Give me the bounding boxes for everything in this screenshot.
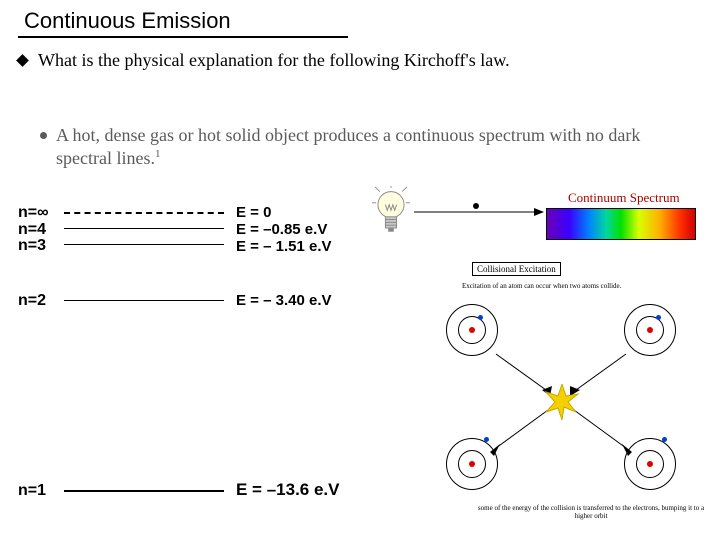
diamond-bullet-icon [16,54,29,67]
question-text: What is the physical explanation for the… [38,50,510,71]
level-n1: n=1 [18,482,46,500]
lightbulb-icon [372,186,410,242]
energy-e4: E = –0.85 e.V [236,221,327,238]
law-body: A hot, dense gas or hot solid object pro… [56,125,640,168]
energy-e0: E = 0 [236,204,271,221]
bulb-to-spectrum-arrow-icon [412,200,544,224]
kirchoff-law-text: A hot, dense gas or hot solid object pro… [56,124,696,169]
level-line-3 [64,244,224,245]
law-bullet-icon [40,132,47,139]
collision-star-icon [544,384,580,420]
level-line-2 [64,300,224,301]
level-line-inf [64,212,224,214]
level-n-inf: n=∞ [18,204,49,222]
continuum-spectrum [546,208,696,240]
level-line-4 [64,228,224,229]
level-n2: n=2 [18,292,46,310]
collisional-caption-b: some of the energy of the collision is t… [476,504,706,520]
title-underline [18,36,348,38]
spectrum-label: Continuum Spectrum [568,190,680,206]
page-title: Continuous Emission [24,8,231,34]
level-n3: n=3 [18,237,46,255]
collisional-caption-a: Excitation of an atom can occur when two… [462,282,692,290]
energy-e1: E = –13.6 e.V [236,480,340,500]
energy-e2: E = – 3.40 e.V [236,292,332,309]
level-line-1 [64,490,224,492]
energy-e3: E = – 1.51 e.V [236,238,332,255]
law-superscript: 1 [155,148,161,160]
collisional-excitation-label: Collisional Excitation [472,262,561,276]
